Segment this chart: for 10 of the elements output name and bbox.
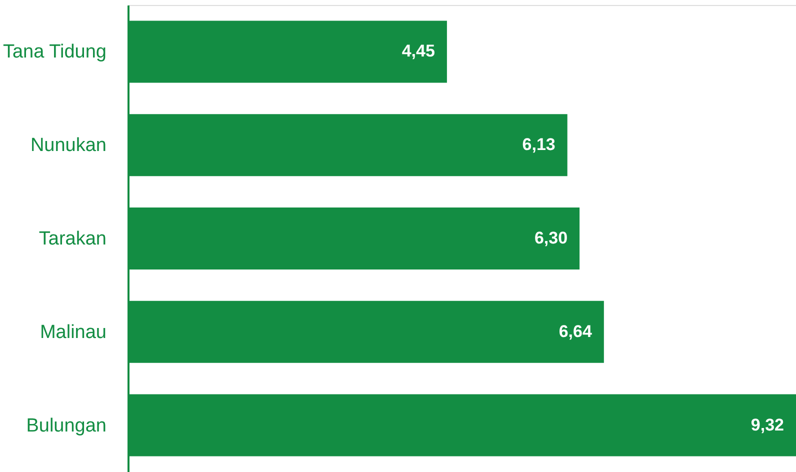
y-tick-label: Nunukan: [30, 135, 106, 156]
data-label: 6,30: [534, 228, 568, 248]
y-tick-label: Tarakan: [38, 228, 106, 250]
y-tick-label: Tana Tidung: [2, 42, 106, 63]
data-label: 6,13: [522, 135, 556, 154]
y-tick-label: Bulungan: [26, 415, 106, 436]
data-label: 4,45: [402, 42, 435, 61]
y-tick-label: Malinau: [40, 322, 106, 343]
data-label: 6,64: [558, 322, 592, 341]
data-label: 9,32: [750, 415, 784, 434]
